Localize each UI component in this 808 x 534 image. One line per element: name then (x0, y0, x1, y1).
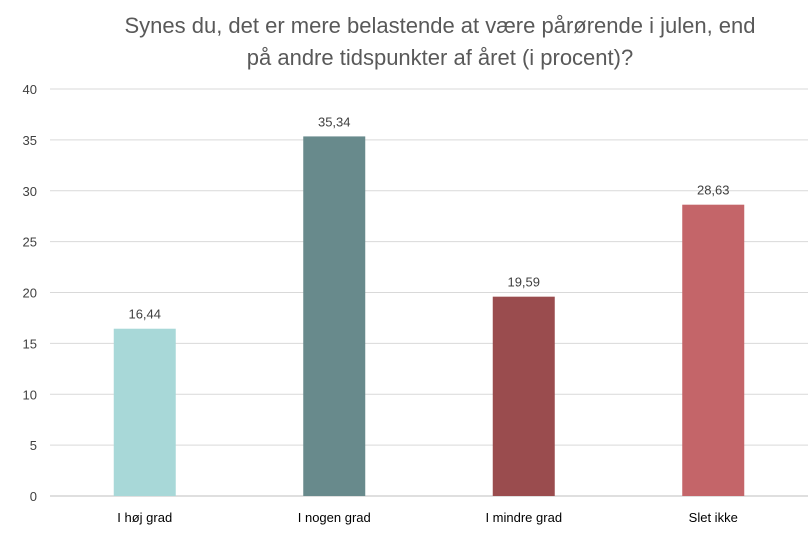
x-tick-label: I mindre grad (485, 510, 562, 525)
y-tick-label: 30 (23, 184, 37, 199)
y-tick-label: 20 (23, 286, 37, 301)
x-tick-label: Slet ikke (689, 510, 738, 525)
y-tick-label: 10 (23, 387, 37, 402)
bar (303, 136, 366, 496)
y-tick-label: 40 (23, 82, 37, 97)
y-tick-label: 0 (30, 489, 37, 504)
y-tick-label: 15 (23, 336, 37, 351)
x-tick-label: I nogen grad (298, 510, 371, 525)
bar (682, 204, 745, 496)
y-tick-label: 35 (23, 133, 37, 148)
data-label: 19,59 (507, 275, 540, 290)
x-tick-label: I høj grad (117, 510, 172, 525)
data-label: 35,34 (318, 114, 351, 129)
chart-title: Synes du, det er mere belastende at være… (100, 10, 780, 74)
bar (492, 296, 555, 496)
data-label: 28,63 (697, 183, 730, 198)
chart-title-line-2: på andre tidspunkter af året (i procent)… (246, 45, 634, 70)
y-tick-label: 5 (30, 438, 37, 453)
y-tick-label: 25 (23, 235, 37, 250)
bar (113, 328, 176, 496)
data-label: 16,44 (128, 307, 161, 322)
chart-title-line-1: Synes du, det er mere belastende at være… (124, 13, 756, 38)
